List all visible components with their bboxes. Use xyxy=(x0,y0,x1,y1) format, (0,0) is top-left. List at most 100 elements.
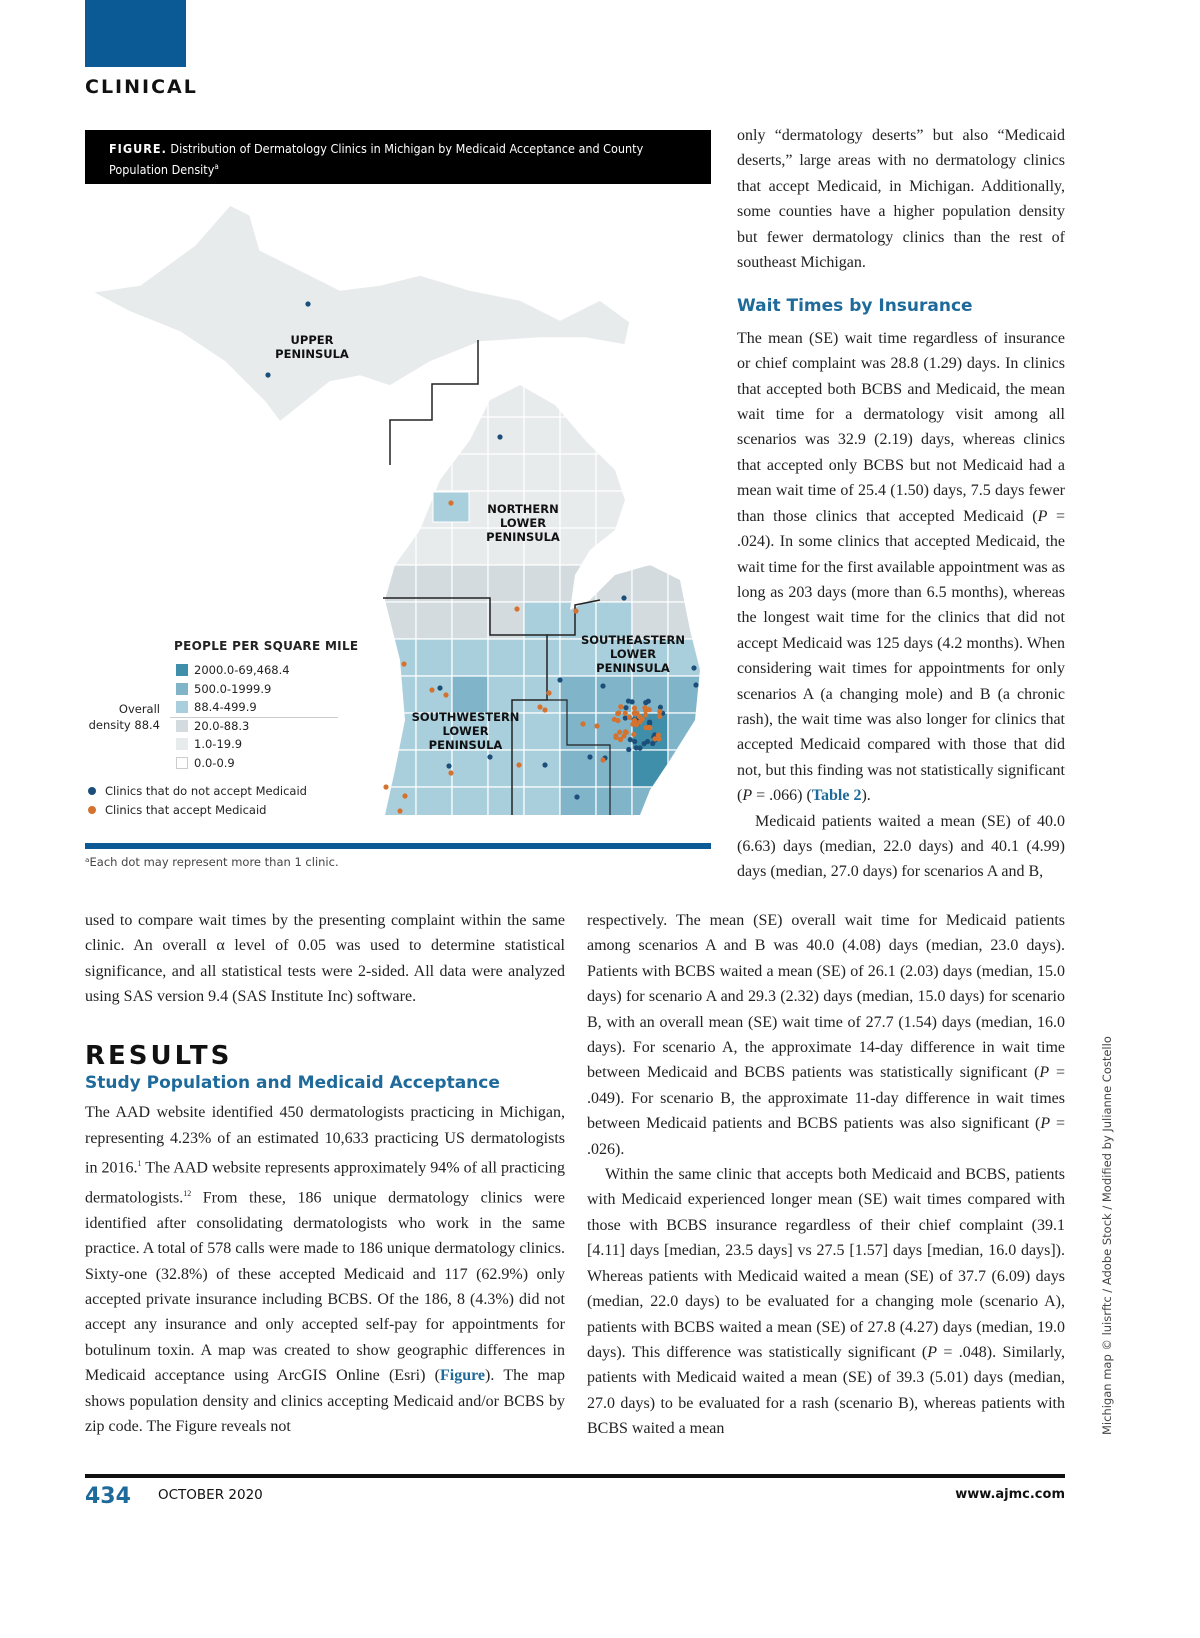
legend-bin: 500.0-1999.9 xyxy=(176,682,290,701)
clinic-dot-medicaid xyxy=(617,736,624,743)
county xyxy=(385,749,417,788)
region-boundary xyxy=(389,340,479,465)
county xyxy=(415,453,453,492)
county xyxy=(487,527,525,566)
county xyxy=(523,416,561,455)
county xyxy=(385,601,417,640)
county xyxy=(487,749,525,788)
clinic-dot-no-medicaid xyxy=(621,595,627,601)
county xyxy=(667,712,700,751)
issue-date: OCTOBER 2020 xyxy=(158,1487,263,1503)
figure-footnote: ᵃEach dot may represent more than 1 clin… xyxy=(85,855,339,869)
county xyxy=(667,490,700,529)
legend-bin: 88.4-499.9 xyxy=(176,700,290,719)
clinic-dot-medicaid xyxy=(402,793,408,799)
county xyxy=(667,675,700,714)
county xyxy=(704,380,720,417)
clinic-dot-medicaid xyxy=(448,770,454,776)
county xyxy=(704,787,720,824)
clinic-dot-no-medicaid xyxy=(587,754,593,760)
clinic-dot-no-medicaid xyxy=(650,740,656,747)
clinic-dot-no-medicaid xyxy=(633,745,639,751)
clinic-dot-medicaid xyxy=(397,808,403,814)
legend-dot-entry: Clinics that do not accept Medicaid xyxy=(88,784,307,803)
clinic-dot-medicaid xyxy=(631,731,637,737)
clinic-dot-medicaid xyxy=(429,687,435,693)
county xyxy=(385,675,417,714)
county xyxy=(704,454,720,491)
clinic-dot-medicaid xyxy=(617,729,623,735)
clinic-dot-no-medicaid xyxy=(305,301,311,307)
clinic-dot-medicaid xyxy=(656,736,662,742)
clinic-dot-no-medicaid xyxy=(265,372,271,378)
county xyxy=(667,453,700,492)
county xyxy=(631,453,669,492)
county xyxy=(415,416,453,455)
overall-density-divider xyxy=(170,717,338,718)
county xyxy=(631,416,669,455)
legend-bin-label: 0.0-0.9 xyxy=(194,755,235,770)
figure-link[interactable]: Figure xyxy=(439,1367,486,1385)
county xyxy=(523,564,561,603)
county xyxy=(451,638,489,677)
clinic-dot-medicaid xyxy=(613,734,619,741)
clinic-dot-medicaid xyxy=(537,704,543,710)
county xyxy=(385,490,417,529)
county xyxy=(487,638,525,677)
paragraph: The AAD website identified 450 dermatolo… xyxy=(85,1104,565,1435)
county xyxy=(385,385,417,418)
county xyxy=(523,453,561,492)
clinic-dot-medicaid xyxy=(652,736,658,742)
county xyxy=(595,786,633,815)
region-label-southeastern: SOUTHEASTERN LOWER PENINSULA xyxy=(580,633,686,675)
figure-caption: FIGURE. Distribution of Dermatology Clin… xyxy=(85,130,711,184)
county xyxy=(487,786,525,815)
county xyxy=(415,527,453,566)
county xyxy=(704,528,720,565)
legend-swatch xyxy=(176,719,188,732)
county xyxy=(415,712,453,751)
county xyxy=(704,639,720,676)
county xyxy=(523,601,561,640)
county xyxy=(559,786,597,815)
legend-swatch xyxy=(176,701,188,713)
legend-swatch xyxy=(176,756,188,769)
clinic-dot-medicaid xyxy=(622,729,629,735)
journal-url[interactable]: www.ajmc.com xyxy=(955,1487,1065,1502)
county xyxy=(595,490,633,529)
clinic-dot-no-medicaid xyxy=(626,746,632,753)
michigan-map xyxy=(89,204,720,824)
region-label-northern: NORTHERN LOWER PENINSULA xyxy=(486,502,560,544)
paragraph: only “dermatology deserts” but also “Med… xyxy=(737,127,1065,272)
clinic-dot-medicaid xyxy=(580,721,586,727)
clinic-dot-no-medicaid xyxy=(623,705,629,711)
legend-dot-label: Clinics that accept Medicaid xyxy=(105,802,267,817)
clinic-dot-medicaid xyxy=(383,784,389,790)
figure-caption-text: Distribution of Dermatology Clinics in M… xyxy=(109,141,644,178)
county xyxy=(595,749,633,788)
clinic-dot-no-medicaid xyxy=(574,794,580,800)
clinic-dot-medicaid xyxy=(401,661,407,667)
legend-overall-density: Overall density 88.4 xyxy=(88,702,160,732)
subheading-wait-times: Wait Times by Insurance xyxy=(737,296,973,317)
clinic-dot-medicaid xyxy=(546,690,552,696)
county xyxy=(559,490,597,529)
table-2-link[interactable]: Table 2 xyxy=(811,787,862,805)
county xyxy=(559,385,597,418)
county xyxy=(451,786,489,815)
paragraph: used to compare wait times by the presen… xyxy=(85,912,565,1006)
clinic-dot-medicaid xyxy=(448,500,454,506)
county xyxy=(667,385,700,418)
region-boundary xyxy=(547,599,601,636)
right-column-bottom: respectively. The mean (SE) overall wait… xyxy=(587,908,1065,1442)
legend-bin-label: 88.4-499.9 xyxy=(194,700,257,714)
county xyxy=(595,601,633,640)
county xyxy=(415,385,453,418)
clinic-dot-no-medicaid xyxy=(625,698,632,704)
clinic-dot-no-medicaid xyxy=(497,434,503,440)
county xyxy=(631,385,669,418)
clinic-dot-medicaid xyxy=(516,762,522,768)
subheading-study-population: Study Population and Medicaid Acceptance xyxy=(85,1073,500,1094)
clinic-dot-no-medicaid xyxy=(600,683,606,689)
